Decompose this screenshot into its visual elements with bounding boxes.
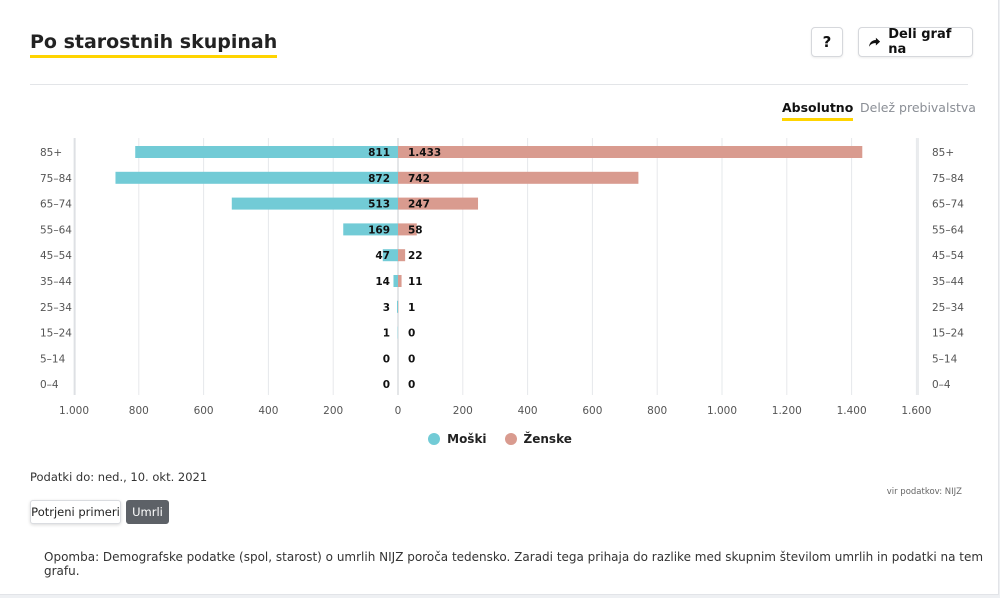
mode-absolute-tab[interactable]: Absolutno	[782, 100, 854, 121]
value-label-men: 14	[375, 276, 390, 288]
x-tick-label: 1.200	[772, 405, 802, 417]
value-label-men: 3	[383, 302, 390, 314]
value-label-women: 58	[408, 224, 423, 236]
value-label-women: 1	[408, 302, 415, 314]
data-source: vir podatkov: NIJZ	[886, 487, 962, 497]
category-label-right: 35–44	[932, 276, 964, 288]
value-label-women: 1.433	[408, 147, 441, 159]
help-button[interactable]: ?	[811, 27, 843, 57]
value-label-men: 811	[368, 147, 390, 159]
value-label-men: 47	[375, 250, 390, 262]
legend-item-women[interactable]: Ženske	[504, 432, 572, 446]
page-title: Po starostnih skupinah	[30, 31, 278, 58]
bar-men	[393, 275, 398, 287]
category-label-left: 5–14	[40, 353, 66, 365]
x-tick-label: 200	[323, 405, 343, 417]
value-label-women: 247	[408, 199, 430, 211]
tab-confirmed-cases[interactable]: Potrjeni primeri	[30, 500, 121, 524]
legend-label-men: Moški	[447, 432, 487, 446]
bar-men	[382, 249, 398, 262]
category-label-left: 0–4	[40, 379, 59, 391]
bar-women	[398, 223, 417, 236]
bar-women	[398, 171, 639, 184]
value-label-men: 169	[368, 224, 390, 236]
category-label-right: 25–34	[932, 302, 964, 314]
category-label-right: 0–4	[932, 379, 951, 391]
bar-men	[115, 171, 399, 184]
value-label-women: 0	[408, 328, 415, 340]
chart-legend: Moški Ženske	[0, 432, 1000, 446]
value-label-women: 22	[408, 250, 423, 262]
category-label-left: 85+	[40, 147, 62, 159]
x-tick-label: 1.400	[837, 405, 867, 417]
category-label-left: 35–44	[40, 276, 72, 288]
share-arrow-icon	[869, 37, 881, 47]
mode-relative-tab[interactable]: Delež prebivalstva	[860, 100, 976, 115]
category-label-right: 75–84	[932, 173, 964, 185]
header-divider	[30, 84, 968, 85]
category-label-right: 15–24	[932, 328, 964, 340]
category-label-right: 85+	[932, 147, 954, 159]
category-label-right: 45–54	[932, 250, 964, 262]
data-date: Podatki do: ned., 10. okt. 2021	[30, 470, 208, 484]
bar-women	[398, 275, 402, 287]
bar-men	[343, 223, 398, 236]
legend-dot-men	[428, 433, 441, 445]
legend-label-women: Ženske	[523, 432, 572, 446]
tab-deaths[interactable]: Umrli	[126, 500, 169, 524]
value-label-women: 0	[408, 353, 415, 365]
age-group-chart: 1.000 800 600 400 200 0 200 400 600 800 1.000 1.200…	[40, 138, 964, 417]
share-chart-label: Deli graf na	[888, 27, 952, 57]
category-label-left: 45–54	[40, 250, 72, 262]
bar-men	[397, 300, 398, 313]
bar-women	[398, 249, 406, 262]
category-label-right: 5–14	[932, 353, 958, 365]
legend-dot-women	[504, 433, 517, 445]
category-label-left: 55–64	[40, 224, 72, 236]
x-tick-label: 1.000	[707, 405, 737, 417]
x-tick-label: 800	[129, 405, 149, 417]
category-label-left: 15–24	[40, 328, 72, 340]
bar-men	[135, 146, 398, 158]
category-label-left: 25–34	[40, 302, 72, 314]
footnote: Opomba: Demografske podatke (spol, staro…	[44, 550, 984, 578]
value-label-men: 0	[383, 353, 390, 365]
value-label-women: 742	[408, 173, 430, 185]
category-label-left: 75–84	[40, 173, 72, 185]
x-tick-label: 400	[518, 405, 538, 417]
legend-item-men[interactable]: Moški	[428, 432, 487, 446]
value-label-men: 513	[368, 199, 390, 211]
x-tick-label: 600	[194, 405, 214, 417]
category-label-right: 65–74	[932, 199, 964, 211]
value-label-men: 0	[383, 379, 390, 391]
category-label-left: 65–74	[40, 199, 72, 211]
bar-women	[398, 197, 479, 210]
value-label-women: 0	[408, 379, 415, 391]
value-label-men: 872	[368, 173, 390, 185]
bar-women	[398, 146, 863, 158]
value-label-women: 11	[408, 276, 423, 288]
x-tick-label: 800	[647, 405, 667, 417]
value-label-men: 1	[383, 328, 390, 340]
x-tick-label: 1.000	[59, 405, 89, 417]
bar-men	[231, 197, 398, 210]
x-tick-label: 200	[453, 405, 473, 417]
x-tick-label: 600	[582, 405, 602, 417]
x-tick-label: 0	[395, 405, 402, 417]
share-chart-button[interactable]: Deli graf na	[858, 27, 973, 57]
x-tick-label: 400	[258, 405, 278, 417]
x-tick-label: 1.600	[901, 405, 931, 417]
category-label-right: 55–64	[932, 224, 964, 236]
